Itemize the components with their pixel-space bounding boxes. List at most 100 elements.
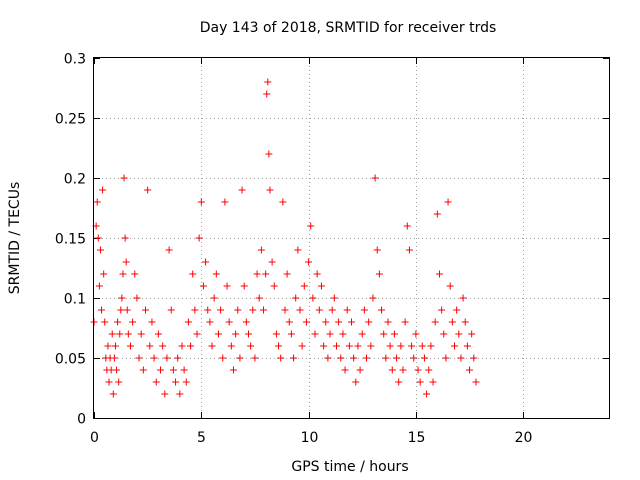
- data-point: [109, 390, 117, 398]
- data-point: [455, 330, 463, 338]
- data-point: [124, 330, 132, 338]
- data-point: [446, 282, 454, 290]
- data-point: [208, 342, 216, 350]
- data-point: [108, 330, 116, 338]
- data-point: [390, 330, 398, 338]
- data-point: [263, 90, 271, 98]
- data-point: [324, 354, 332, 362]
- data-point: [180, 366, 188, 374]
- data-point: [431, 318, 439, 326]
- data-point: [285, 318, 293, 326]
- data-point: [264, 78, 272, 86]
- data-point: [161, 390, 169, 398]
- data-point: [117, 306, 125, 314]
- data-point: [414, 366, 422, 374]
- data-point: [142, 306, 149, 314]
- data-point: [139, 366, 147, 374]
- data-point: [373, 246, 381, 254]
- data-point: [330, 294, 338, 302]
- x-tick-label: 20: [515, 430, 533, 446]
- data-point: [184, 318, 192, 326]
- data-point: [354, 342, 362, 350]
- data-point: [418, 342, 426, 350]
- data-point: [95, 282, 103, 290]
- data-point: [144, 186, 152, 194]
- data-point: [317, 282, 325, 290]
- data-point: [393, 354, 401, 362]
- data-point: [265, 150, 273, 158]
- data-point: [399, 366, 407, 374]
- data-point: [405, 246, 413, 254]
- data-point: [251, 354, 259, 362]
- y-tick-label: 0.1: [64, 292, 86, 308]
- data-point: [93, 198, 101, 206]
- data-point: [305, 258, 313, 266]
- data-point: [206, 318, 214, 326]
- data-point: [270, 282, 278, 290]
- data-point: [345, 342, 353, 350]
- data-point: [253, 270, 261, 278]
- data-point: [126, 342, 134, 350]
- data-point: [433, 210, 441, 218]
- data-point: [363, 354, 371, 362]
- data-point: [182, 378, 190, 386]
- data-point: [197, 198, 205, 206]
- data-point: [435, 270, 443, 278]
- data-point: [193, 330, 201, 338]
- data-point: [169, 366, 177, 374]
- data-point: [101, 318, 109, 326]
- data-points: [90, 78, 480, 398]
- data-point: [260, 306, 268, 314]
- data-point: [113, 366, 121, 374]
- data-point: [266, 186, 274, 194]
- data-point: [423, 390, 431, 398]
- data-point: [371, 174, 379, 182]
- data-point: [440, 330, 448, 338]
- data-point: [223, 282, 231, 290]
- data-point: [410, 354, 418, 362]
- data-point: [236, 354, 244, 362]
- data-point: [199, 282, 207, 290]
- data-point: [99, 186, 107, 194]
- data-point: [294, 246, 302, 254]
- data-point: [453, 306, 461, 314]
- data-point: [369, 294, 377, 302]
- data-point: [451, 342, 458, 350]
- data-point: [189, 270, 197, 278]
- data-point: [356, 366, 364, 374]
- data-point: [245, 330, 252, 338]
- data-point: [448, 318, 456, 326]
- data-point: [337, 354, 345, 362]
- data-point: [129, 318, 137, 326]
- data-point: [214, 330, 222, 338]
- data-point: [118, 294, 126, 302]
- data-point: [388, 366, 396, 374]
- data-point: [429, 378, 437, 386]
- data-point: [420, 354, 428, 362]
- data-point: [395, 378, 403, 386]
- data-point: [119, 270, 127, 278]
- data-point: [472, 378, 480, 386]
- data-point: [114, 318, 122, 326]
- data-point: [416, 378, 424, 386]
- data-point: [217, 306, 225, 314]
- data-point: [120, 174, 128, 182]
- data-point: [375, 270, 383, 278]
- x-tick-label: 10: [301, 430, 319, 446]
- y-tick-label: 0.25: [55, 112, 86, 128]
- data-point: [279, 198, 287, 206]
- data-point: [210, 294, 218, 302]
- data-point: [174, 354, 182, 362]
- data-point: [163, 354, 171, 362]
- data-point: [157, 366, 165, 374]
- data-point: [315, 306, 323, 314]
- data-point: [135, 354, 143, 362]
- data-point: [238, 186, 246, 194]
- data-point: [176, 390, 184, 398]
- data-point: [121, 234, 129, 242]
- data-point: [234, 306, 242, 314]
- data-point: [262, 270, 270, 278]
- y-tick-label: 0: [77, 412, 86, 428]
- data-point: [380, 330, 388, 338]
